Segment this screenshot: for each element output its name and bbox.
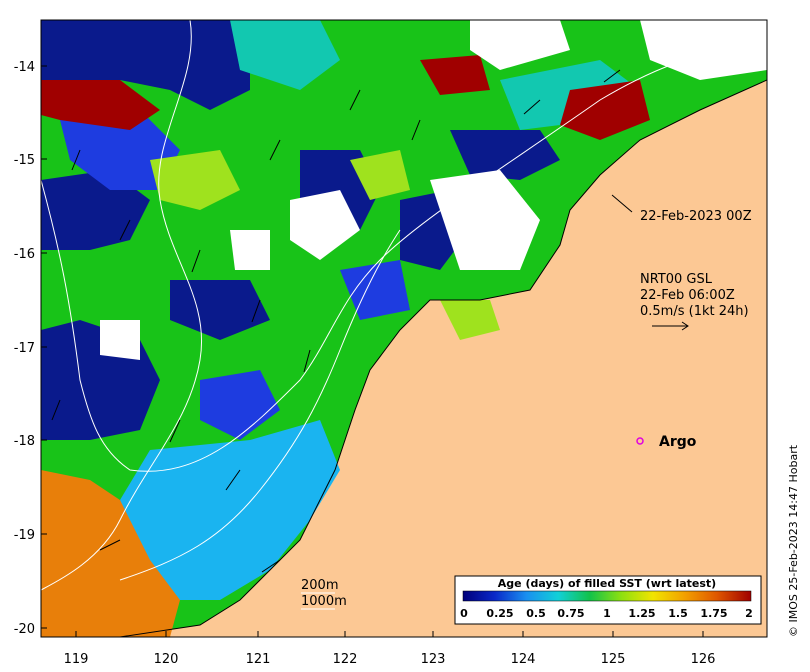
y-tick-label: -18 [14, 434, 35, 449]
bathymetry-contour [41, 20, 202, 591]
ocean-patch-blue [60, 110, 180, 190]
no-data-gap [430, 170, 540, 270]
x-tick-label: 122 [333, 652, 358, 667]
y-tick-label: -15 [14, 153, 35, 168]
ocean-patch-darkred [560, 80, 650, 140]
current-scale-label: 0.5m/s (1kt 24h) [640, 304, 749, 319]
colorbar-tick: 0 [460, 607, 468, 620]
no-data-gap [100, 320, 140, 360]
colorbar-tick: 2 [745, 607, 753, 620]
argo-label: Argo [659, 434, 697, 450]
y-tick-label: -14 [14, 60, 35, 75]
y-axis: -14 -15 -16 -17 -18 -19 -20 [14, 60, 35, 637]
current-vector [251, 299, 261, 323]
x-axis: 119 120 121 122 123 124 125 126 [64, 652, 716, 667]
current-vector [261, 559, 281, 573]
current-vector [303, 349, 311, 373]
x-tick-label: 120 [154, 652, 179, 667]
current-vector [169, 419, 181, 443]
current-vector [269, 139, 281, 161]
current-vector [349, 89, 361, 111]
y-tick-label: -20 [14, 622, 35, 637]
no-data-gap [470, 20, 570, 70]
colorbar-tick: 1.25 [628, 607, 655, 620]
x-tick-label: 123 [421, 652, 446, 667]
ocean-patch-darkred [41, 80, 160, 130]
colorbar-tick: 0.25 [486, 607, 513, 620]
x-tick-label: 124 [511, 652, 536, 667]
coastline [119, 79, 767, 637]
colorbar-tick: 0.75 [557, 607, 584, 620]
contour-1000-label: 1000m [301, 594, 347, 609]
bathymetry-contour [41, 39, 767, 472]
plot-frame [40, 19, 768, 638]
y-tick-label: -17 [14, 341, 35, 356]
current-vector [523, 99, 541, 115]
current-source-label: NRT00 GSL [640, 272, 713, 287]
track-time-label: 22-Feb-2023 00Z [640, 209, 752, 224]
sst-field [41, 20, 767, 637]
colorbar-title: Age (days) of filled SST (wrt latest) [498, 577, 716, 590]
no-data-gap [290, 190, 360, 260]
x-tick-label: 119 [64, 652, 89, 667]
ocean-patch-blue [200, 370, 280, 440]
current-vector [225, 469, 241, 491]
colorbar-tick: 1.5 [668, 607, 688, 620]
argo-float-marker [636, 437, 644, 445]
y-tick-label: -19 [14, 528, 35, 543]
credit-text: © IMOS 25-Feb-2023 14:47 Hobart [787, 444, 800, 637]
ocean-patch-lime [150, 150, 240, 210]
colorbar-tick: 1 [603, 607, 611, 620]
x-tick-label: 125 [601, 652, 626, 667]
current-vectors [51, 69, 621, 573]
x-tick-label: 126 [691, 652, 716, 667]
current-time-label: 22-Feb 06:00Z [640, 288, 735, 303]
ocean-patch-navy [41, 20, 250, 110]
current-vector [411, 119, 421, 141]
ocean-patch-navy [450, 130, 560, 180]
current-vector [603, 69, 621, 83]
current-vector [119, 219, 131, 241]
x-tick-label: 121 [246, 652, 271, 667]
ocean-patch-orange [41, 470, 180, 637]
colorbar-tick: 1.75 [700, 607, 727, 620]
current-vector [71, 149, 81, 171]
no-data-gap [230, 230, 270, 270]
current-vector [51, 399, 61, 421]
ocean-patch-sky [120, 420, 340, 600]
ocean-patch-lime [350, 150, 410, 200]
colorbar-tick: 0.5 [526, 607, 546, 620]
colorbar: Age (days) of filled SST (wrt latest) 0 … [454, 575, 762, 625]
ocean-patch-navy [170, 280, 270, 340]
current-scale-arrow [652, 321, 689, 331]
ocean-patch-lime [440, 300, 500, 340]
colorbar-gradient [462, 590, 752, 602]
track-leader [611, 194, 633, 213]
current-vector [99, 539, 121, 551]
ocean-patch-teal [230, 20, 340, 90]
axis-ticks [41, 65, 704, 637]
contour-200-label: 200m [301, 578, 338, 593]
ocean-patch-blue [340, 260, 410, 320]
y-tick-label: -16 [14, 247, 35, 262]
bathymetry-contour [119, 229, 401, 581]
current-vector [191, 249, 201, 273]
ocean-patch-darkred [420, 55, 490, 95]
